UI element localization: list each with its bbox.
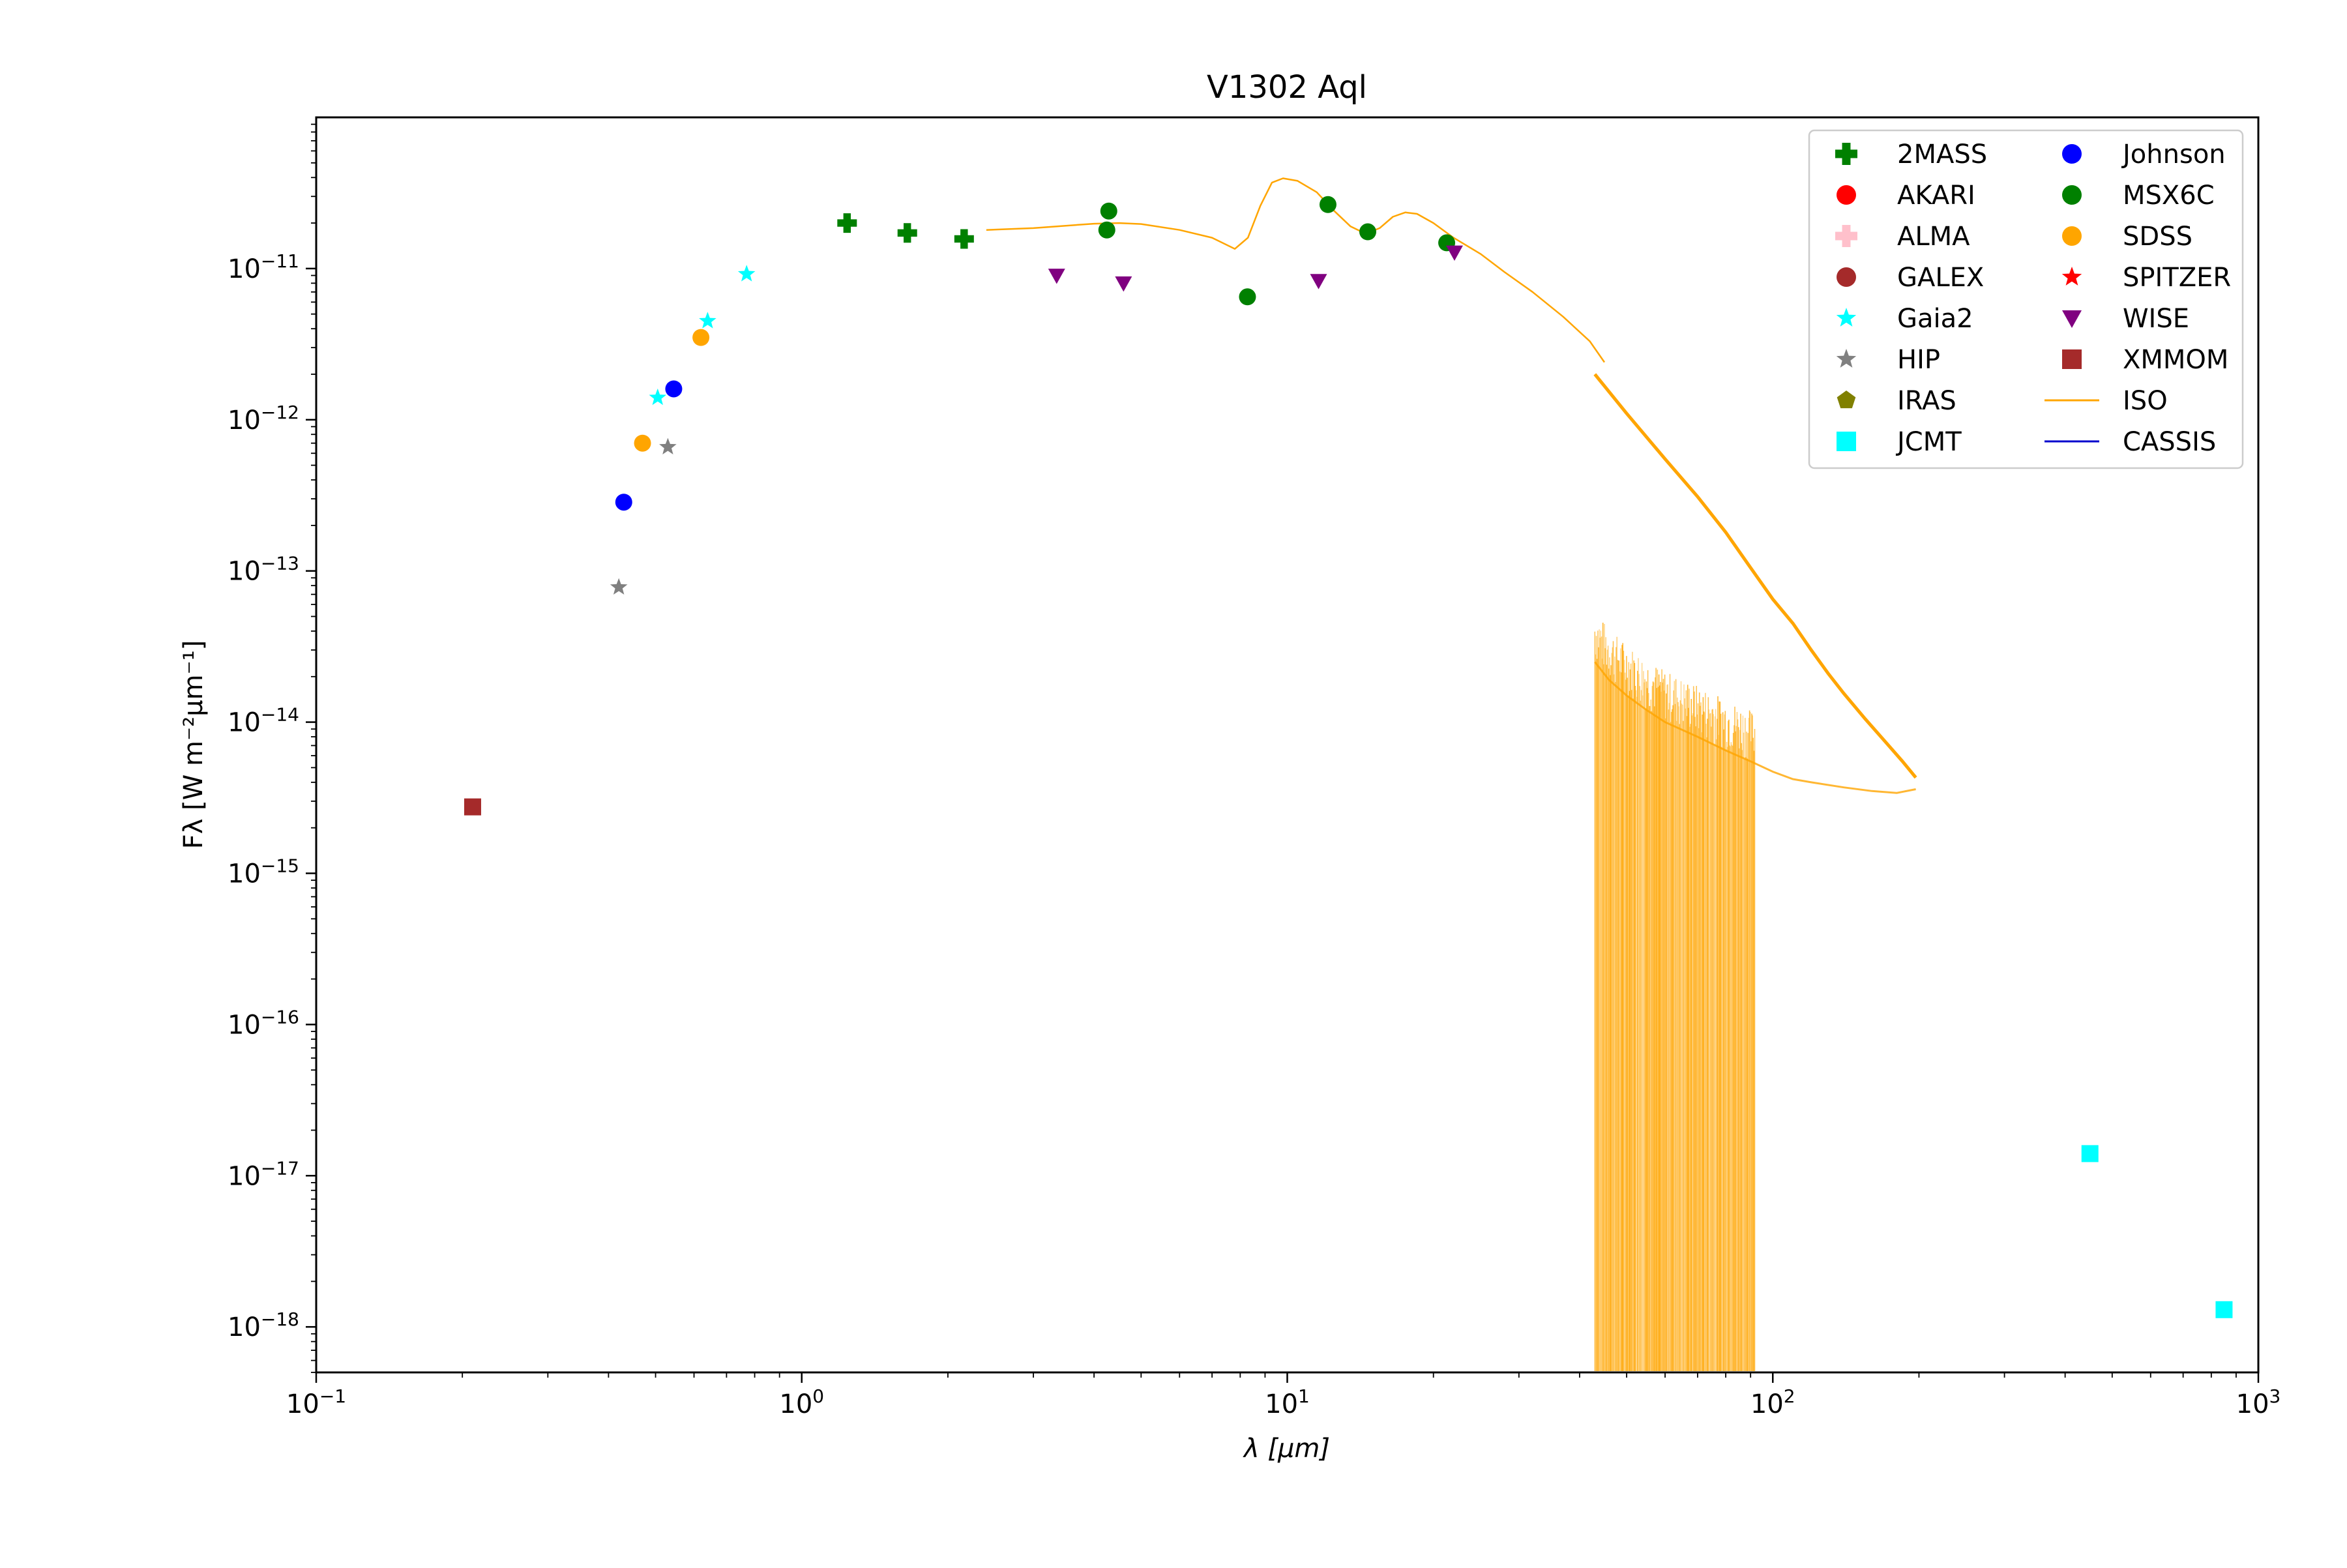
data-markers	[464, 196, 2233, 1318]
legend-marker-wise	[2062, 310, 2082, 328]
legend-label: WISE	[2123, 304, 2189, 334]
marker-sdss	[634, 434, 651, 452]
legend-marker-xmmom	[2062, 349, 2082, 369]
marker-2mass	[837, 213, 857, 233]
y-tick-label: 10−13	[228, 553, 299, 587]
marker-msx6c	[1359, 223, 1377, 241]
legend-marker-iras	[1837, 391, 1856, 409]
legend-marker-2mass	[1835, 143, 1857, 165]
legend-marker-gaia2	[1836, 308, 1857, 327]
chart-title: V1302 Aql	[1207, 69, 1367, 106]
legend-label: SPITZER	[2123, 263, 2231, 293]
marker-jcmt	[2081, 1145, 2099, 1162]
legend-label: GALEX	[1897, 263, 1984, 293]
y-tick-label: 10−17	[228, 1157, 299, 1191]
marker-johnson	[615, 494, 632, 511]
marker-gaia2	[699, 312, 716, 329]
legend-label: IRAS	[1897, 386, 1956, 416]
marker-johnson	[665, 380, 683, 398]
y-tick-label: 10−12	[228, 402, 299, 436]
legend-frame	[1808, 129, 2244, 469]
legend-label: 2MASS	[1897, 140, 1987, 170]
y-axis-ticks: 10−18 10−17 10−16 10−15 10−14 10−13 10−12 10−11	[228, 123, 316, 1373]
legend-label: XMMOM	[2123, 345, 2228, 375]
marker-msx6c	[1319, 196, 1336, 213]
marker-msx6c	[1100, 202, 1117, 220]
legend: 2MASS AKARI ALMA GALEX Gaia2 HIP IRAS JCMT Johns…	[1808, 129, 2244, 469]
legend-marker-johnson	[2062, 144, 2082, 164]
legend-marker-jcmt	[1837, 432, 1856, 451]
marker-gaia2	[649, 388, 667, 406]
marker-hip	[610, 578, 628, 595]
legend-label: SDSS	[2123, 222, 2192, 252]
x-tick-label: 102	[1750, 1385, 1795, 1419]
marker-xmmom	[464, 798, 481, 816]
y-axis-label: Fλ [W m⁻²μm⁻¹]	[179, 640, 209, 850]
x-tick-label: 10−1	[286, 1385, 346, 1419]
marker-sdss	[692, 329, 710, 346]
marker-hip	[659, 437, 677, 454]
marker-gaia2	[737, 265, 756, 282]
x-tick-label: 100	[779, 1385, 824, 1419]
marker-wise	[1048, 269, 1065, 284]
x-tick-label: 101	[1265, 1385, 1310, 1419]
marker-2mass	[897, 223, 917, 243]
legend-label: CASSIS	[2123, 427, 2216, 457]
marker-wise	[1310, 274, 1327, 289]
legend-marker-hip	[1836, 349, 1857, 368]
legend-label: ISO	[2123, 386, 2168, 416]
legend-label: ALMA	[1897, 222, 1970, 252]
x-axis-ticks: 10−1 100 101 102 103	[286, 1372, 2281, 1419]
marker-wise	[1445, 245, 1463, 261]
legend-label: Johnson	[2121, 140, 2226, 170]
y-tick-label: 10−14	[228, 704, 299, 738]
legend-marker-msx6c	[2062, 185, 2082, 205]
iso-spectrum	[986, 177, 1917, 1371]
iso-sws-line	[986, 177, 1606, 363]
y-tick-label: 10−11	[228, 250, 299, 284]
marker-jcmt	[2215, 1301, 2233, 1318]
legend-marker-spitzer	[2061, 267, 2082, 286]
y-tick-label: 10−16	[228, 1006, 299, 1040]
marker-2mass	[954, 229, 974, 249]
x-axis-label: λ [μm]	[1243, 1434, 1330, 1464]
legend-marker-akari	[1837, 185, 1856, 205]
legend-marker-galex	[1837, 267, 1856, 287]
legend-label: AKARI	[1897, 181, 1975, 211]
marker-wise	[1115, 276, 1132, 292]
legend-label: MSX6C	[2123, 181, 2215, 211]
marker-msx6c	[1098, 221, 1115, 239]
legend-label: HIP	[1897, 345, 1940, 375]
y-tick-label: 10−18	[228, 1309, 299, 1342]
legend-marker-sdss	[2062, 226, 2082, 246]
legend-label: JCMT	[1895, 427, 1962, 457]
x-tick-label: 103	[2236, 1385, 2281, 1419]
legend-label: Gaia2	[1897, 304, 1973, 334]
marker-msx6c	[1239, 288, 1256, 306]
iso-lws-upper-line	[1593, 373, 1917, 779]
legend-marker-alma	[1835, 225, 1857, 247]
y-tick-label: 10−15	[228, 855, 299, 889]
